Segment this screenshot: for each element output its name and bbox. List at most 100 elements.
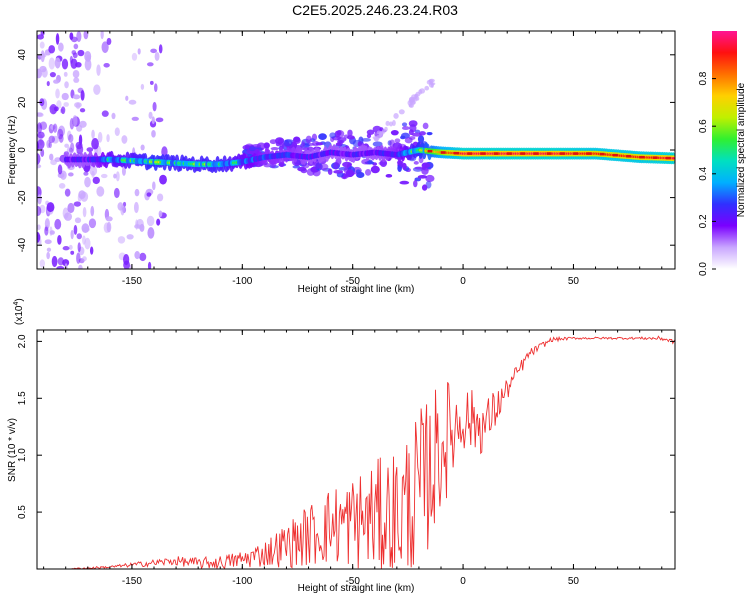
spectral-blob (402, 126, 410, 131)
spectral-blob (62, 246, 70, 251)
spectral-blob (408, 120, 418, 127)
y-tick-label: 2.0 (17, 334, 28, 348)
spectral-blob (399, 180, 410, 185)
spectral-blob (414, 166, 424, 170)
snr-y-ticks: 0.5 1.0 1.5 2.0 (17, 334, 675, 519)
spectral-blob (58, 42, 64, 52)
spectral-blob (125, 95, 129, 101)
spectral-blob (413, 161, 419, 165)
chart-title: C2E5.2025.246.23.24.R03 (292, 2, 458, 18)
y-tick-label: -40 (17, 238, 28, 253)
x-tick-label: 0 (460, 576, 466, 587)
spectral-blob (72, 114, 78, 127)
spectral-blob (277, 138, 283, 146)
spectral-blob (37, 231, 41, 243)
spectral-blob (66, 130, 72, 141)
ridge-high-amplitude (546, 152, 552, 155)
spectral-blob (147, 261, 152, 269)
spectral-blob (333, 169, 344, 174)
spectral-blob (400, 132, 410, 139)
snr-y-multiplier-exp: 4 (13, 302, 20, 306)
spectral-blob (159, 174, 167, 185)
spectral-blob (89, 165, 98, 176)
spectral-blob (117, 236, 126, 244)
spectral-blob (364, 168, 372, 176)
spectral-blob (384, 126, 388, 132)
spectral-blob (83, 171, 89, 176)
spectral-blob (39, 41, 45, 49)
spectral-blob (71, 50, 77, 55)
spectral-blob (37, 112, 44, 118)
y-tick-label: 0.5 (17, 505, 28, 519)
spectral-blob (121, 135, 128, 144)
spectral-blob (313, 162, 321, 170)
spectral-blob (64, 143, 69, 148)
spectral-blob (49, 103, 58, 115)
spectral-blob (152, 101, 157, 112)
spectral-blob (151, 130, 156, 138)
spectral-blob (79, 120, 87, 128)
ridge-high-amplitude (559, 152, 565, 155)
spectral-blob (140, 83, 145, 90)
spectral-blob (148, 111, 153, 119)
spectral-blob (270, 147, 279, 151)
ridge-peak (671, 156, 675, 160)
spectral-blob (263, 142, 270, 149)
spectral-blob (48, 45, 56, 54)
spectral-blob (398, 109, 405, 115)
ridge-high-amplitude (639, 155, 645, 159)
spectral-blob (57, 257, 65, 266)
spectral-blob (73, 201, 82, 207)
spectral-blob (41, 68, 48, 78)
spectral-blob (306, 168, 315, 176)
spectral-blob (366, 133, 372, 139)
spectrogram-x-ticks: -150 -100 -50 0 50 (43, 31, 663, 287)
spectral-blob (318, 133, 327, 140)
snr-series-line (37, 335, 675, 569)
spectral-blob (44, 226, 49, 236)
ridge-high-amplitude (440, 151, 446, 154)
spectral-blob (111, 112, 116, 120)
spectral-blob (73, 77, 80, 83)
spectral-blob (106, 221, 112, 233)
spectral-blob (84, 50, 92, 62)
spectral-blob (72, 94, 81, 100)
snr-background (37, 330, 675, 569)
spectral-blob (79, 108, 86, 113)
spectral-blob (105, 216, 113, 222)
spectral-blob (419, 88, 426, 94)
spectral-blob (134, 251, 141, 260)
x-tick-label: -150 (122, 276, 142, 287)
spectral-blob (408, 103, 414, 108)
spectral-blob (63, 102, 69, 107)
spectral-blob (146, 192, 152, 197)
spectral-blob (40, 148, 45, 157)
spectral-blob (37, 164, 42, 169)
y-tick-label: -20 (17, 190, 28, 205)
spectral-blob (428, 79, 434, 84)
spectral-blob (156, 193, 164, 202)
spectral-blob (61, 92, 69, 101)
spectral-blob (74, 217, 82, 224)
spectral-blob (49, 153, 54, 161)
ridge-high-amplitude (599, 152, 605, 156)
spectral-blob (57, 234, 62, 245)
spectral-blob (76, 144, 84, 155)
ridge-high-amplitude (480, 152, 486, 155)
spectral-blob (300, 141, 306, 148)
spectral-blob (430, 82, 434, 88)
spectral-blob (335, 129, 345, 138)
spectral-blob (37, 205, 42, 216)
x-tick-label: -150 (122, 576, 142, 587)
ridge-high-amplitude (665, 156, 671, 160)
spectral-blob (54, 218, 62, 230)
spectral-blob (378, 131, 384, 137)
spectral-blob (413, 180, 418, 188)
spectral-blob (50, 124, 56, 130)
spectral-blob (269, 139, 277, 145)
spectral-blob (424, 85, 430, 91)
spectral-blob (46, 80, 50, 87)
spectral-blob (426, 131, 433, 136)
spectral-blob (54, 57, 61, 69)
spectral-blob (46, 247, 52, 252)
